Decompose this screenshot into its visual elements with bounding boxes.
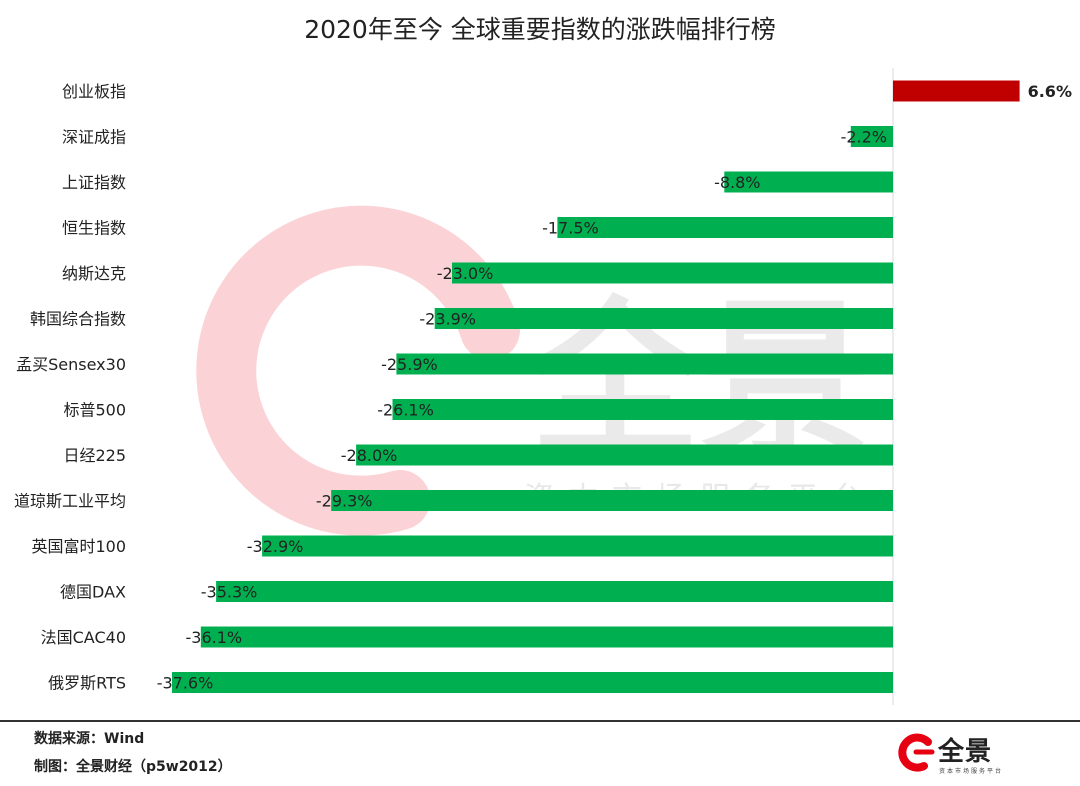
data-label: -2.2% — [841, 128, 887, 147]
chart-credit: 制图：全景财经（p5w2012） — [34, 759, 232, 775]
category-label: 创业板指 — [62, 82, 126, 101]
data-label: 6.6% — [1028, 82, 1072, 101]
bar — [331, 490, 893, 511]
data-label: -29.3% — [316, 492, 373, 511]
chart-title: 2020年至今 全球重要指数的涨跌幅排行榜 — [304, 15, 776, 44]
bar — [262, 535, 894, 557]
data-label: -32.9% — [247, 537, 304, 556]
data-label: -23.0% — [437, 264, 494, 283]
bar — [172, 672, 893, 693]
category-label: 道琼斯工业平均 — [14, 492, 126, 511]
bar — [434, 308, 893, 329]
category-label: 孟买Sensex30 — [16, 355, 126, 374]
bar — [850, 126, 893, 147]
category-label: 法国CAC40 — [41, 628, 126, 647]
data-label: -17.5% — [542, 219, 599, 238]
category-label: 德国DAX — [60, 583, 126, 602]
bar — [392, 399, 893, 420]
footer-divider — [0, 720, 1080, 722]
bar — [724, 171, 893, 193]
data-label: -35.3% — [201, 583, 258, 602]
bar — [452, 262, 893, 284]
category-label: 深证成指 — [62, 128, 126, 147]
logo-brand: 全景 — [938, 737, 993, 767]
data-label: -37.6% — [157, 674, 214, 693]
bar — [557, 217, 893, 238]
bar — [893, 80, 1020, 102]
data-label: -8.8% — [714, 173, 760, 192]
category-label: 标普500 — [63, 401, 126, 420]
data-label: -36.1% — [185, 628, 242, 647]
category-label: 英国富时100 — [31, 537, 126, 556]
logo-mark-icon — [898, 733, 935, 772]
data-source: 数据来源：Wind — [34, 731, 145, 747]
category-label: 上证指数 — [62, 173, 126, 192]
watermark-logo-icon — [196, 205, 520, 536]
bar — [396, 353, 893, 375]
brand-logo: 全景 资本市场服务平台 — [898, 730, 1028, 778]
data-label: -23.9% — [419, 310, 476, 329]
data-label: -28.0% — [341, 446, 398, 465]
data-label: -26.1% — [377, 401, 434, 420]
category-label: 俄罗斯RTS — [48, 674, 126, 693]
bar — [216, 581, 894, 602]
category-label: 韩国综合指数 — [30, 310, 126, 329]
category-label: 日经225 — [63, 446, 126, 465]
category-label: 纳斯达克 — [62, 264, 126, 283]
bar — [356, 444, 894, 466]
bar — [200, 626, 894, 648]
logo-tagline: 资本市场服务平台 — [939, 768, 1004, 775]
data-label: -25.9% — [381, 355, 438, 374]
category-label: 恒生指数 — [62, 219, 126, 238]
